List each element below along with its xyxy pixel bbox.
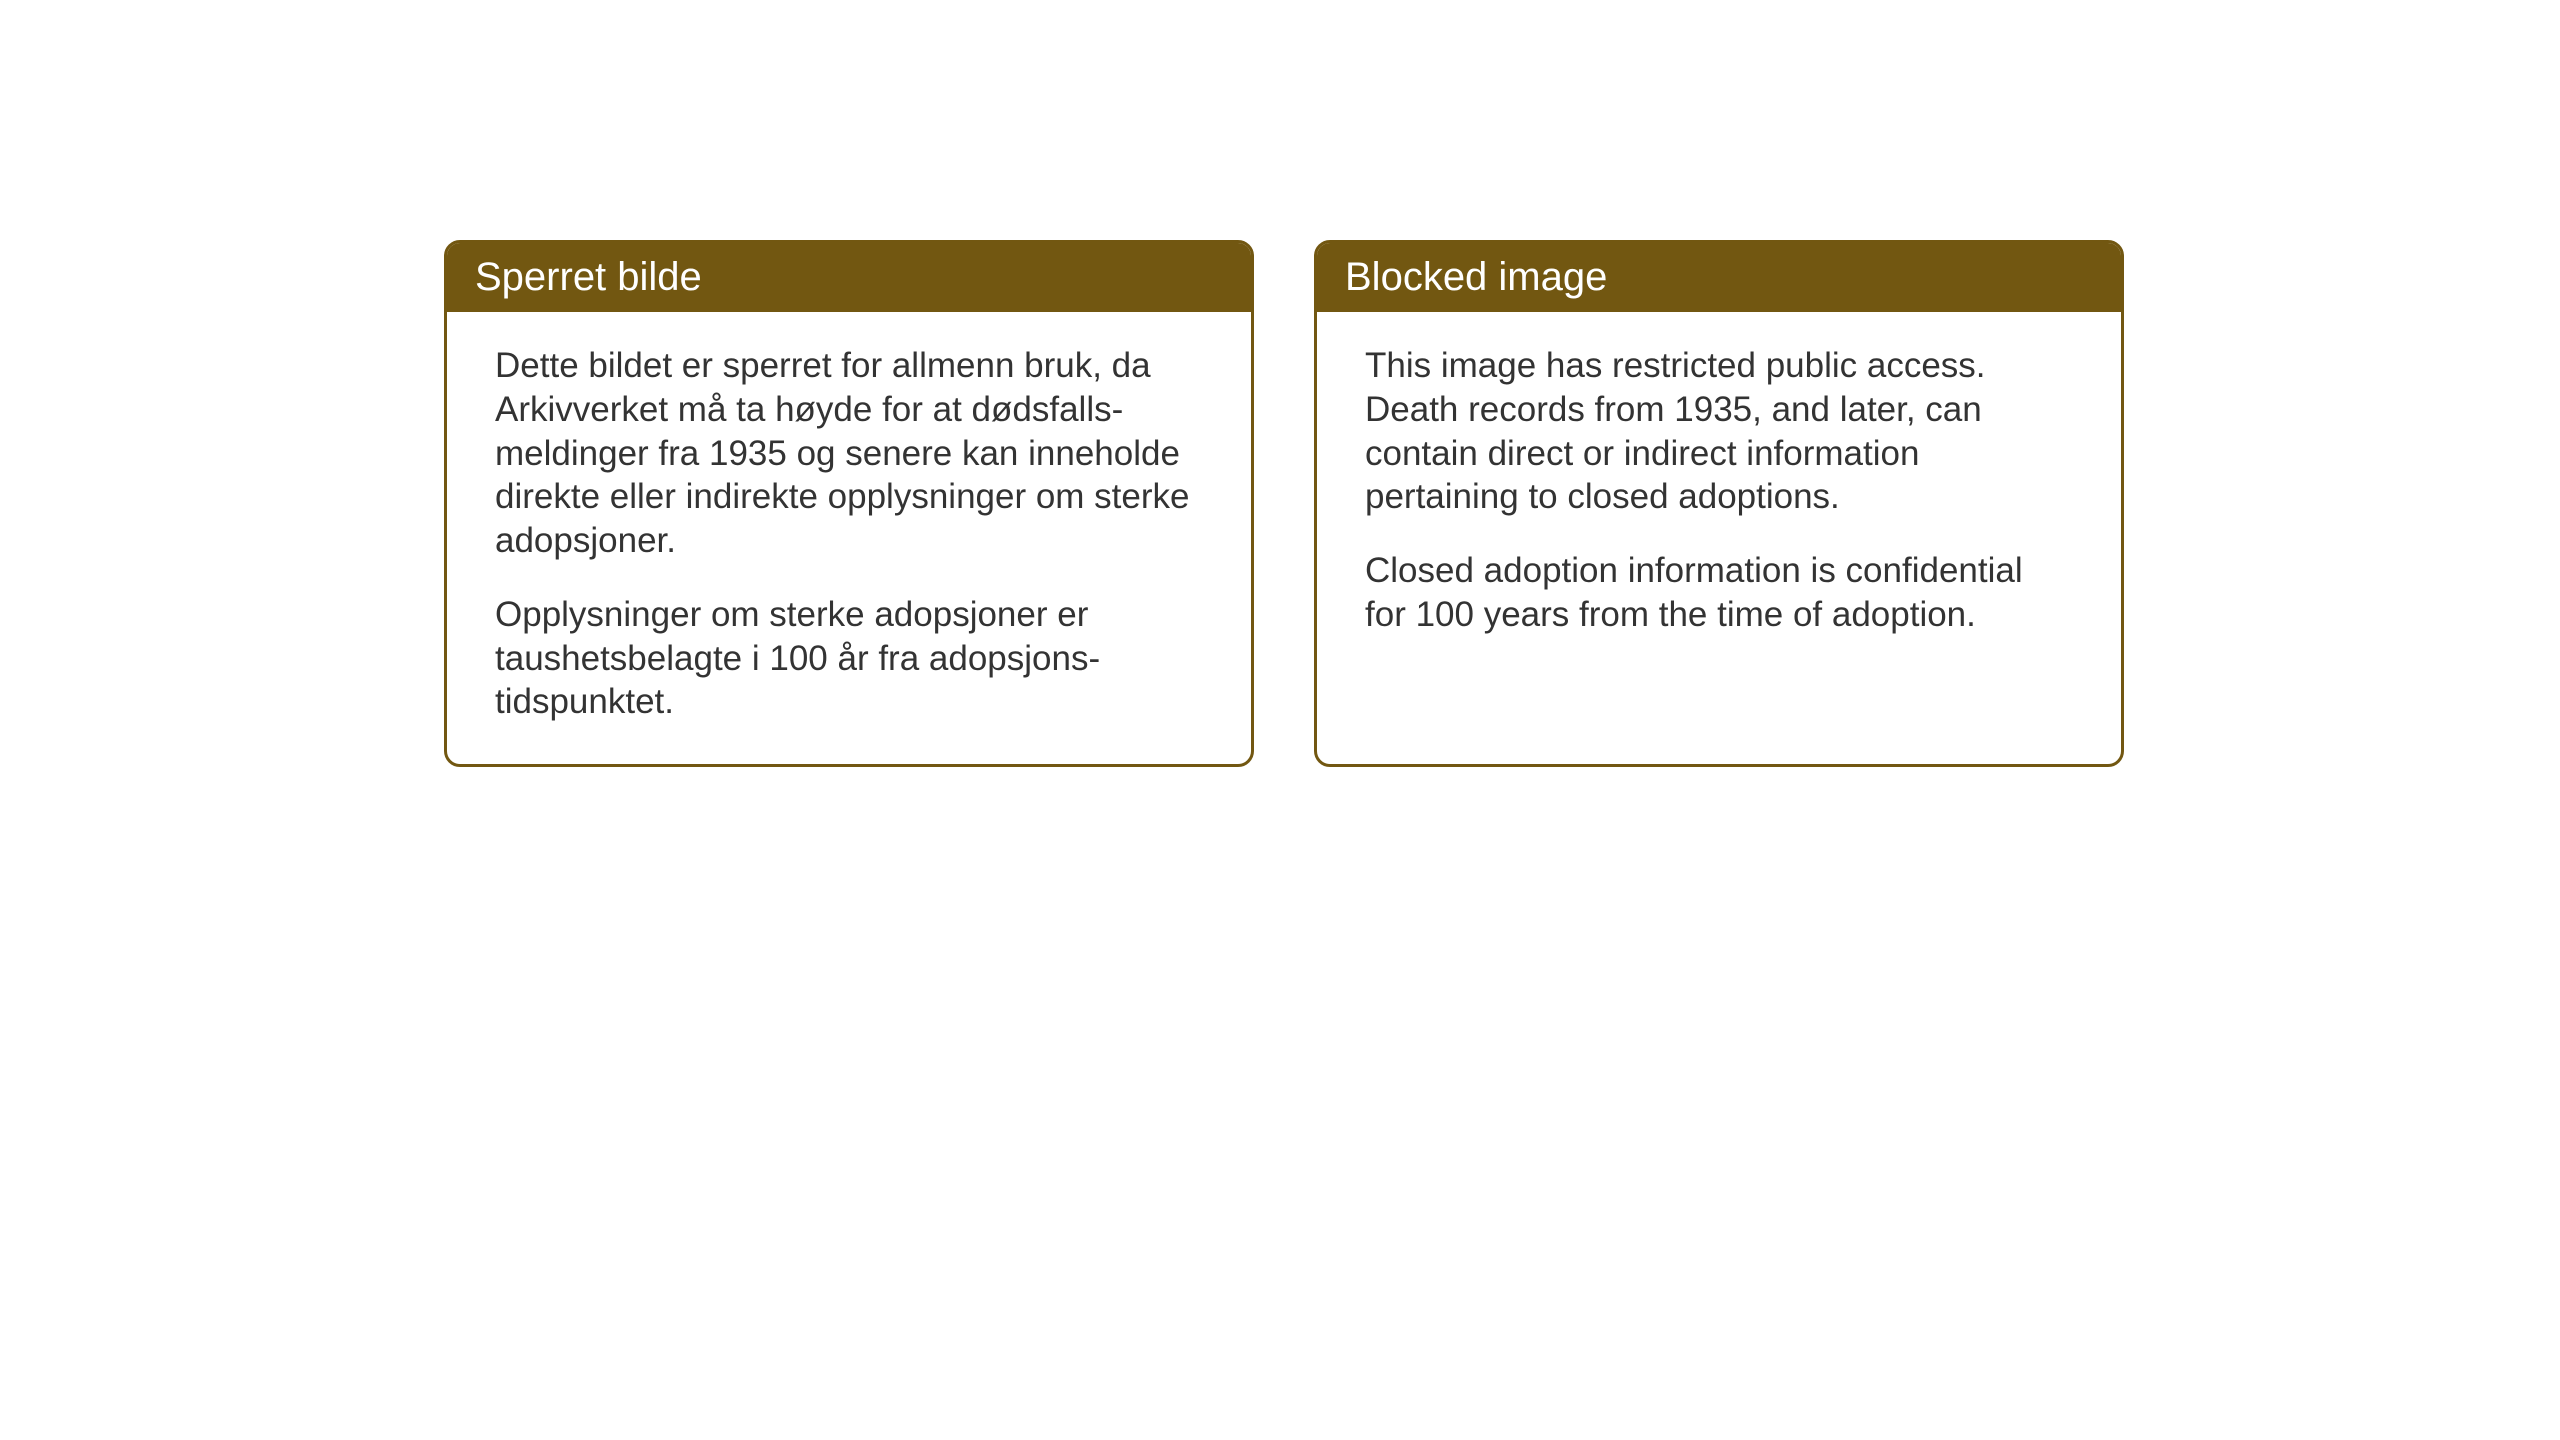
notice-card-english: Blocked image This image has restricted … (1314, 240, 2124, 767)
card-paragraph-norwegian-2: Opplysninger om sterke adopsjoner er tau… (495, 593, 1203, 724)
notice-cards-container: Sperret bilde Dette bildet er sperret fo… (444, 240, 2124, 767)
card-paragraph-norwegian-1: Dette bildet er sperret for allmenn bruk… (495, 344, 1203, 563)
card-body-english: This image has restricted public access.… (1317, 312, 2121, 677)
notice-card-norwegian: Sperret bilde Dette bildet er sperret fo… (444, 240, 1254, 767)
card-title-english: Blocked image (1345, 255, 1607, 299)
card-header-english: Blocked image (1317, 243, 2121, 312)
card-header-norwegian: Sperret bilde (447, 243, 1251, 312)
card-paragraph-english-2: Closed adoption information is confident… (1365, 549, 2073, 637)
card-body-norwegian: Dette bildet er sperret for allmenn bruk… (447, 312, 1251, 764)
card-title-norwegian: Sperret bilde (475, 255, 702, 299)
card-paragraph-english-1: This image has restricted public access.… (1365, 344, 2073, 519)
